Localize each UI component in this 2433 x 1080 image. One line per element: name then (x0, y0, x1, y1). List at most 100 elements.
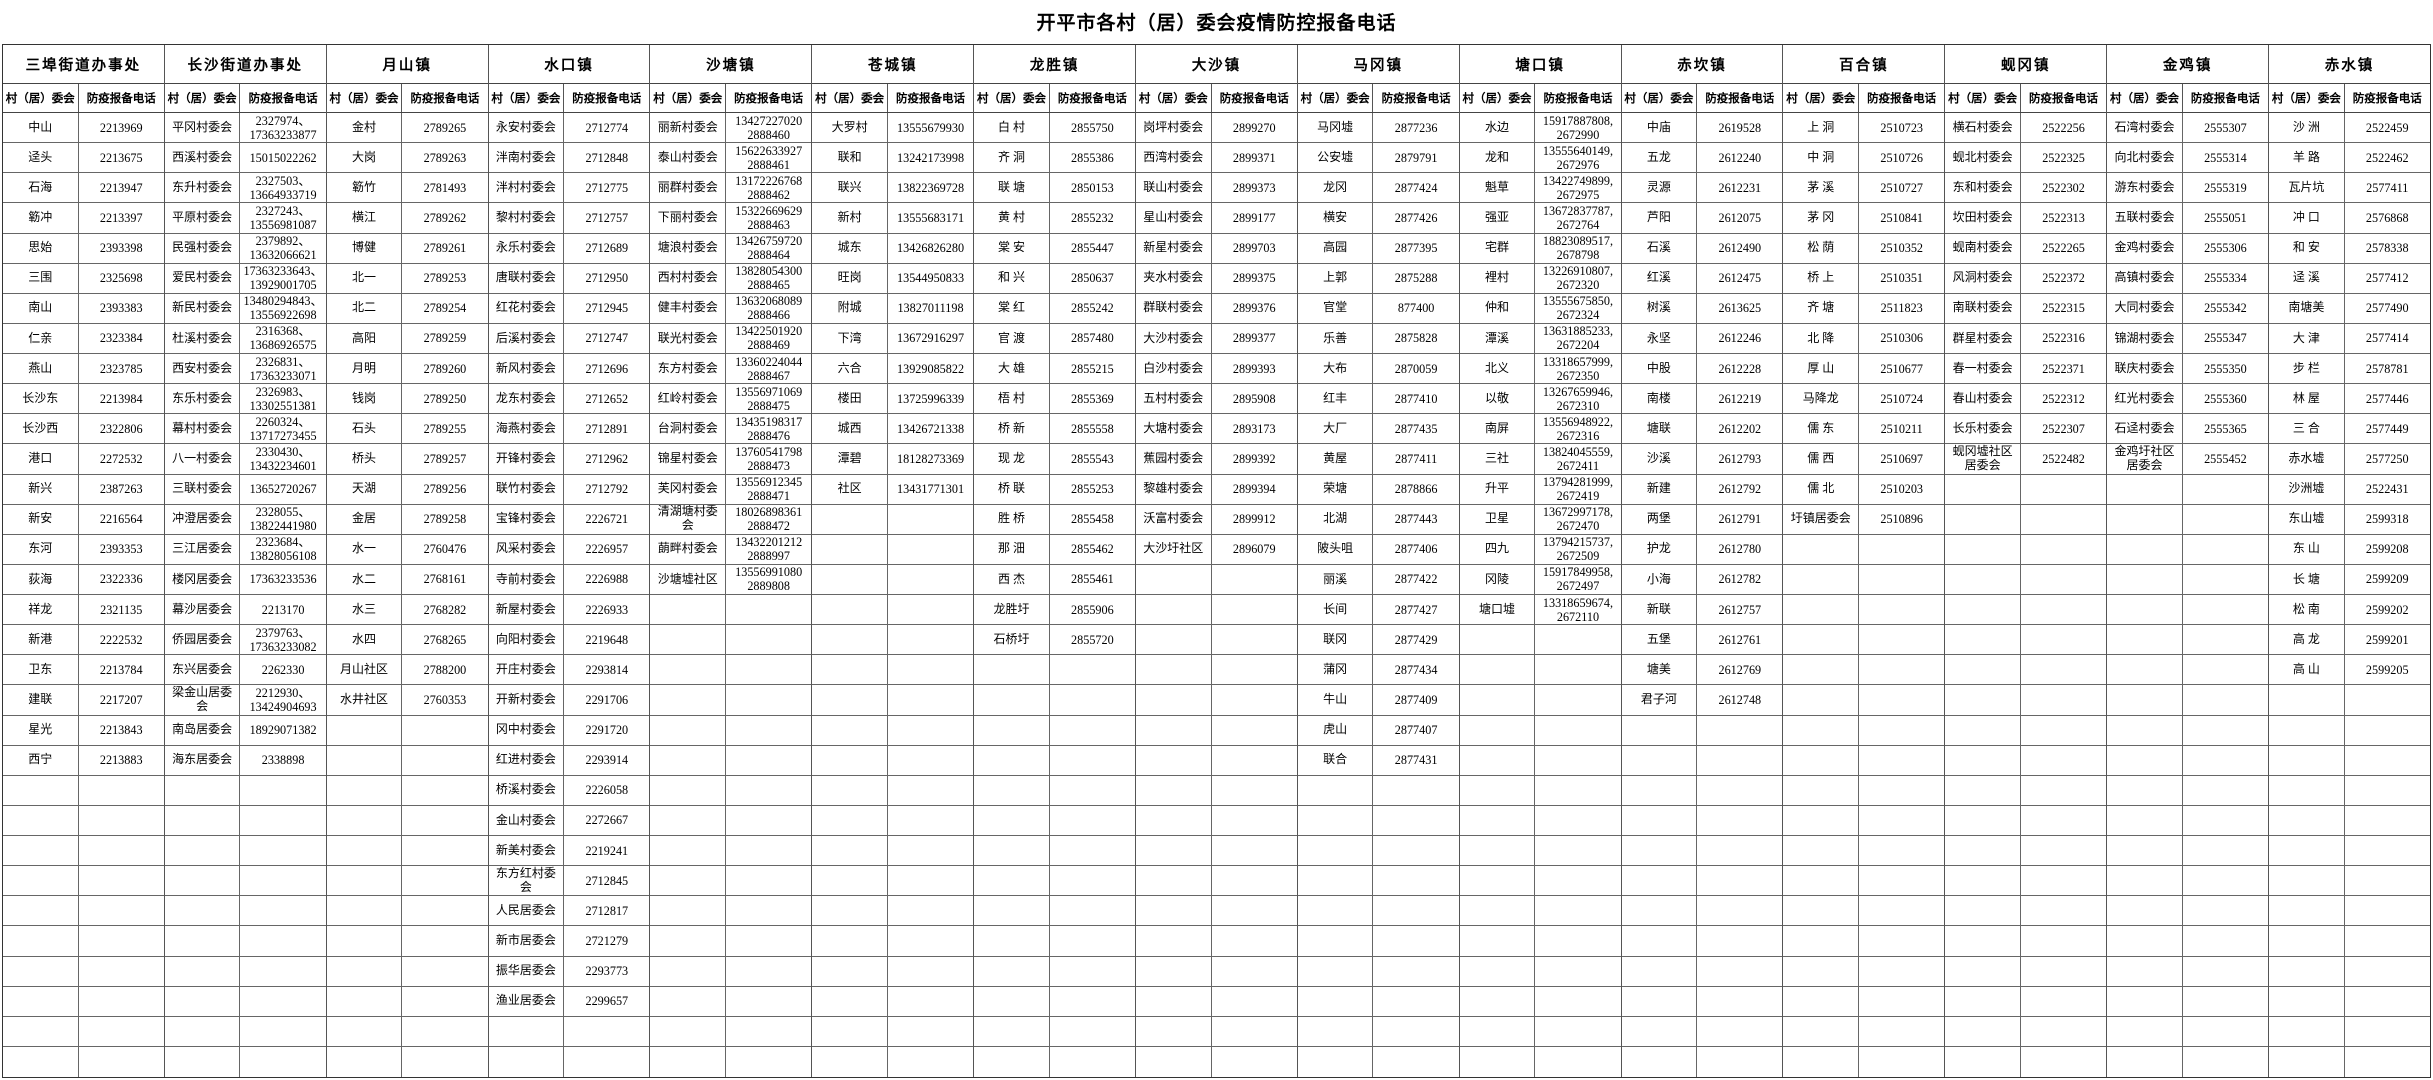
village-cell: 新民村委会 (165, 293, 241, 323)
phone-cell: 2522459 (2365, 120, 2409, 135)
village-cell: 西宁 (3, 745, 79, 775)
phone-cell: 2323384 (99, 331, 143, 346)
town-group: 蚬冈镇 村（居）委会 防疫报备电话 横石村委会 2522256 蚬北村委会 2522325 东… (1945, 45, 2108, 1077)
phone-cell: 2855906 (1071, 602, 1114, 617)
phone-cell: 2712950 (585, 271, 629, 286)
phone-cell: 2260324、 13717273455 (249, 414, 317, 443)
empty-phone-cell (402, 1017, 487, 1046)
table-row: 星光 2213843 (3, 715, 164, 746)
table-row: 幕沙居委会 2213170 (164, 595, 326, 626)
village-cell: 三围 (3, 263, 79, 293)
empty-row (1783, 1016, 1945, 1047)
table-row: 后溪村委会 2712747 (488, 323, 650, 354)
table-row: 牛山 2877409 (1297, 685, 1459, 716)
empty-row (1136, 866, 1297, 897)
empty-village-cell (812, 775, 888, 805)
table-row: 东方村委会 13360224044 2888467 (650, 354, 812, 385)
empty-village-cell (327, 1016, 403, 1046)
empty-village-cell (1945, 564, 2021, 594)
table-row: 南塘美 2577490 (2269, 293, 2430, 324)
village-cell: 港口 (3, 444, 79, 474)
village-cell: 中庙 (1622, 113, 1698, 143)
empty-village-cell (1945, 685, 2021, 715)
table-row: 高镇村委会 2555334 (2107, 263, 2269, 294)
empty-row (1459, 745, 1621, 776)
empty-row (650, 595, 812, 626)
empty-row (1783, 655, 1945, 686)
table-row: 联光村委会 13422501920 2888469 (650, 323, 812, 354)
empty-village-cell (165, 1046, 241, 1077)
empty-village-cell (1136, 625, 1212, 655)
table-row: 蚬北村委会 2522325 (1945, 143, 2107, 174)
table-row: 步 栏 2578781 (2269, 354, 2430, 385)
empty-phone-cell (1859, 625, 1944, 654)
phone-cell: 13632068089 2888466 (735, 294, 803, 323)
empty-phone-cell (2021, 806, 2106, 835)
empty-village-cell (327, 775, 403, 805)
empty-phone-cell (726, 866, 811, 895)
phone-cell: 2789256 (423, 482, 467, 497)
empty-phone-cell (402, 987, 487, 1016)
village-cell: 东升村委会 (165, 173, 241, 203)
town-header: 赤坎镇 (1621, 45, 1783, 84)
empty-phone-cell (1050, 987, 1135, 1016)
empty-phone-cell (2021, 655, 2106, 684)
village-cell: 沙洲墟 (2269, 474, 2345, 504)
empty-row (1945, 595, 2107, 626)
phone-cell: 13226910807, 2672320 (1542, 264, 1613, 293)
table-row: 楼田 13725996339 (812, 384, 974, 415)
empty-phone-cell (1535, 1047, 1620, 1077)
phone-cell: 2555051 (2204, 210, 2247, 225)
empty-row (812, 534, 974, 565)
empty-village-cell (1945, 775, 2021, 805)
table-row: 大 津 2577414 (2269, 323, 2430, 354)
table-row: 西 杰 2855461 (974, 564, 1136, 595)
rows-container: 平冈村委会 2327974、 17363233877 西溪村委会 1501502226… (164, 113, 326, 1077)
phone-cell: 2222532 (99, 632, 143, 647)
empty-row (2107, 625, 2269, 656)
rows-container: 永安村委会 2712774 泮南村委会 2712848 泮村村委会 2712775 黎村村委… (488, 113, 650, 1077)
village-cell: 联冈 (1298, 625, 1374, 655)
table-row: 长沙东 2213984 (3, 384, 164, 415)
phone-cell: 2326831、 17363233071 (249, 354, 317, 383)
empty-village-cell (1783, 926, 1860, 956)
table-row: 幕村村委会 2260324、 13717273455 (164, 414, 326, 445)
empty-village-cell (974, 655, 1050, 685)
empty-village-cell (2107, 866, 2183, 896)
empty-village-cell (812, 866, 888, 896)
village-cell: 冲澄居委会 (165, 504, 241, 534)
phone-cell: 13672837787, 2672764 (1542, 203, 1613, 232)
empty-row (326, 926, 488, 957)
phone-cell: 2262330 (261, 662, 305, 677)
village-cell: 北 降 (1783, 323, 1860, 353)
phone-cell: 2522316 (2042, 331, 2085, 346)
empty-phone-cell (1373, 957, 1458, 986)
empty-row (2269, 986, 2430, 1017)
empty-row (1783, 775, 1945, 806)
empty-village-cell (812, 564, 888, 594)
empty-village-cell (1136, 715, 1212, 745)
phone-cell: 2788200 (423, 662, 467, 677)
empty-phone-cell (726, 836, 811, 865)
phone-column-header: 防疫报备电话 (86, 93, 156, 105)
phone-cell: 2379763、 17363233082 (249, 625, 317, 654)
phone-cell: 2855369 (1071, 391, 1114, 406)
village-cell: 长间 (1298, 595, 1374, 625)
village-cell: 南联村委会 (1945, 293, 2021, 323)
village-cell: 簕竹 (327, 173, 403, 203)
village-cell: 潭溪 (1460, 323, 1536, 353)
empty-row (812, 625, 974, 656)
village-cell: 建联 (3, 685, 79, 715)
empty-phone-cell (2183, 716, 2268, 745)
table-row: 新村 13555683171 (812, 203, 974, 234)
village-cell: 水井社区 (327, 685, 403, 715)
empty-row (1945, 775, 2107, 806)
village-cell: 海燕村委会 (489, 414, 565, 444)
phone-cell: 2510306 (1880, 331, 1923, 346)
village-cell: 八一村委会 (165, 444, 241, 474)
rows-container: 金村 2789265 大岗 2789263 簕竹 2781493 横江 2789262 博健 27… (326, 113, 488, 1077)
table-row: 新联 2612757 (1621, 595, 1783, 626)
phone-cell: 2712817 (585, 903, 629, 918)
phone-cell: 2272532 (99, 451, 143, 466)
table-row: 杜溪村委会 2316368、 13686926575 (164, 323, 326, 354)
